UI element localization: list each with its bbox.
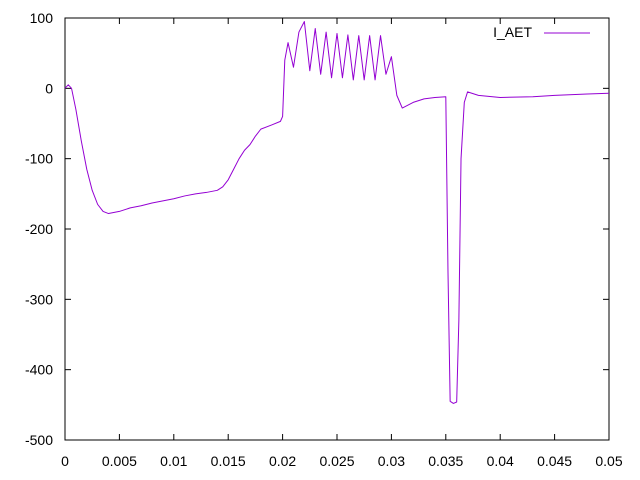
series-line	[64, 21, 610, 404]
y-tick-label: -100	[25, 151, 53, 167]
x-tick-label: 0.035	[428, 453, 463, 469]
x-tick-label: 0.02	[269, 453, 296, 469]
x-tick-label: 0.04	[487, 453, 514, 469]
y-tick-labels: -500 -400 -300 -200 -100 0 100	[25, 10, 53, 448]
x-tick-label: 0.01	[160, 453, 187, 469]
y-tick-label: -400	[25, 362, 53, 378]
x-tick-label: 0.015	[211, 453, 246, 469]
legend-label: I_AET	[493, 24, 532, 40]
x-tick-label: 0	[61, 453, 69, 469]
y-tick-label: -500	[25, 432, 53, 448]
y-tick-label: -200	[25, 221, 53, 237]
axis-ticks	[64, 17, 610, 441]
x-tick-label: 0.03	[378, 453, 405, 469]
y-tick-label: 100	[30, 10, 54, 26]
x-tick-label: 0.05	[595, 453, 622, 469]
x-tick-label: 0.025	[319, 453, 354, 469]
x-tick-label: 0.045	[537, 453, 572, 469]
plot-frame	[64, 17, 610, 441]
y-tick-label: 0	[45, 80, 53, 96]
x-tick-label: 0.005	[102, 453, 137, 469]
series-group	[64, 21, 610, 404]
y-tick-label: -300	[25, 291, 53, 307]
legend: I_AET	[493, 24, 590, 40]
x-tick-labels: 0 0.005 0.01 0.015 0.02 0.025 0.03 0.035 0.04 0.0…	[61, 453, 623, 469]
